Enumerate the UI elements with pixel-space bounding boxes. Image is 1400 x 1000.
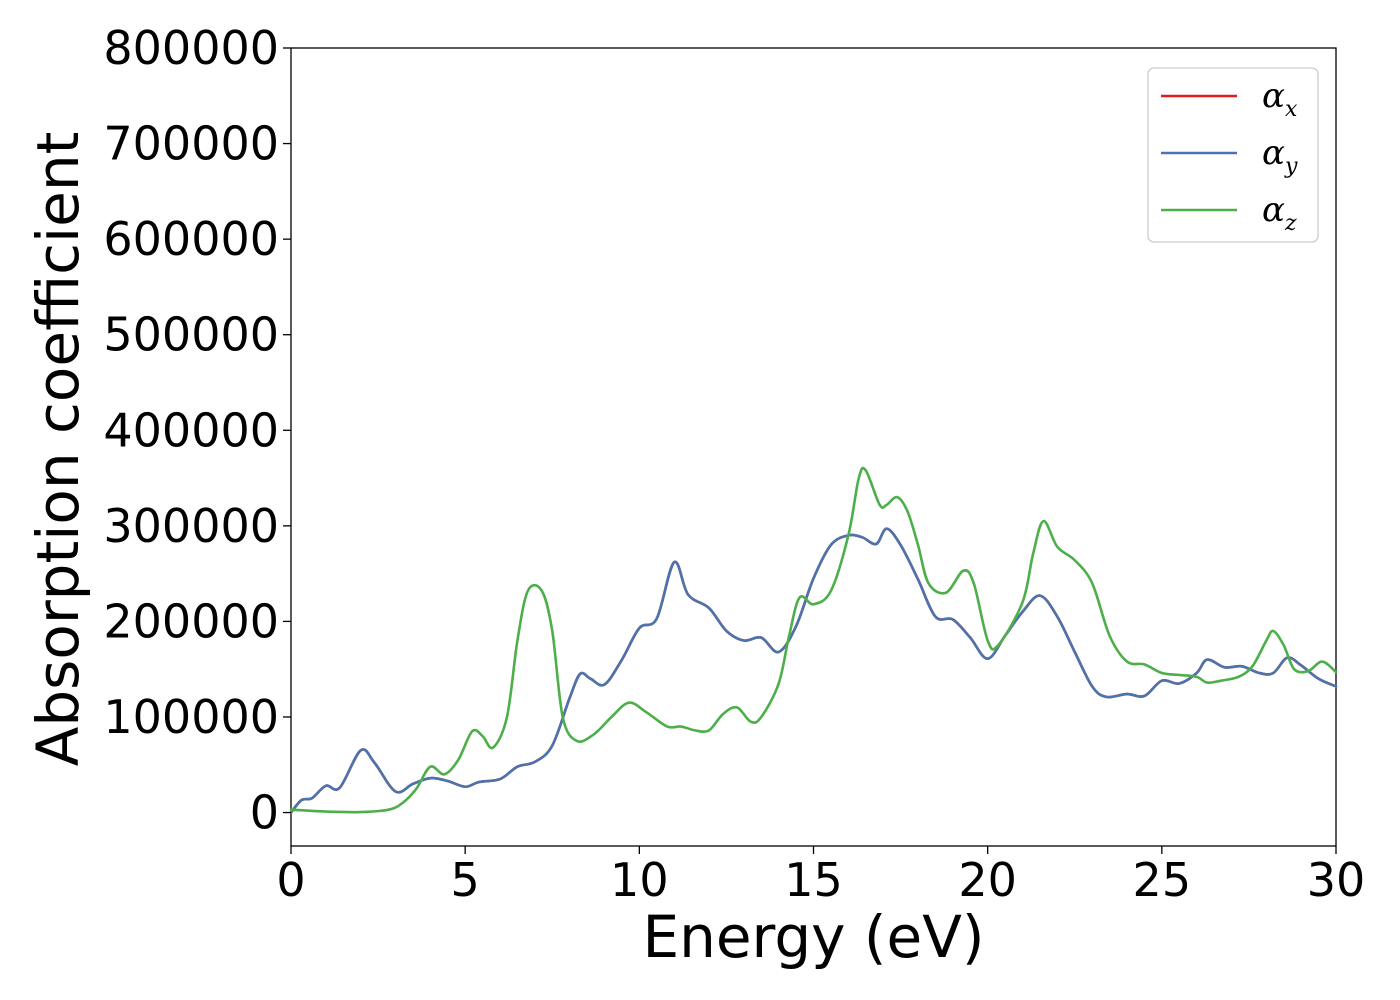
y-tick-label: 800000	[103, 21, 279, 75]
x-tick-label: 0	[276, 853, 305, 907]
legend-entry-x: αx	[1161, 76, 1298, 122]
y-tick-label: 700000	[103, 117, 279, 171]
y-tick-label: 500000	[103, 308, 279, 362]
x-tick-label: 15	[784, 853, 843, 907]
legend-box	[1147, 67, 1319, 243]
series-layer	[289, 466, 1338, 814]
legend-entry-z: αz	[1161, 190, 1297, 236]
y-axis: 0 100000 200000 300000 400000 500000 600000 700…	[103, 21, 291, 840]
x-tick-label: 10	[610, 853, 669, 907]
x-tick-label: 30	[1307, 853, 1366, 907]
y-tick-label: 200000	[103, 594, 279, 648]
legend-subscript: y	[1284, 154, 1298, 179]
legend-entry-y: αy	[1161, 133, 1298, 179]
y-tick-label: 0	[250, 786, 279, 840]
legend-label: αz	[1262, 190, 1297, 236]
legend-label: αy	[1262, 133, 1298, 179]
x-tick-label: 20	[958, 853, 1017, 907]
legend-subscript: x	[1285, 97, 1298, 122]
x-tick-label: 5	[451, 853, 480, 907]
series-line-x	[289, 527, 1338, 814]
series-line-y	[289, 527, 1338, 814]
legend-label: αx	[1262, 76, 1298, 122]
x-axis: 0 5 10 15 20 25 30	[276, 846, 1365, 907]
y-tick-label: 300000	[103, 499, 279, 553]
legend-symbol: α	[1262, 190, 1285, 230]
legend-symbol: α	[1262, 133, 1285, 173]
y-tick-label: 100000	[103, 690, 279, 744]
y-tick-label: 600000	[103, 212, 279, 266]
y-axis-title: Absorption coefficient	[24, 132, 92, 767]
y-tick-label: 400000	[103, 403, 279, 457]
legend-symbol: α	[1262, 76, 1285, 116]
legend-subscript: z	[1284, 211, 1297, 236]
series-line-z	[289, 466, 1338, 814]
x-tick-label: 25	[1133, 853, 1192, 907]
x-axis-title: Energy (eV)	[642, 903, 984, 971]
